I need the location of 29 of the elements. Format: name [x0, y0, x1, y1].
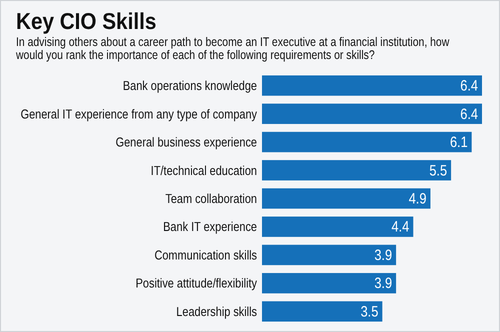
y-tick-label: IT/technical education: [150, 162, 257, 178]
y-tick-label: Communication skills: [154, 248, 257, 263]
data-label: 4.4: [392, 218, 410, 235]
data-label: 6.4: [460, 76, 478, 94]
data-label: 3.5: [360, 302, 379, 320]
bar: [262, 75, 482, 96]
bar: [262, 244, 396, 266]
y-tick-label: Positive attitude/flexibility: [136, 276, 257, 291]
y-tick-label: Bank IT experience: [163, 219, 258, 234]
bar: [262, 160, 452, 180]
bar: [262, 188, 430, 209]
bar: [262, 273, 396, 294]
bar: [262, 216, 414, 237]
y-tick-label: Leadership skills: [176, 304, 257, 320]
chart-subtitle: In advising others about a career path to become an IT executive at a financial institution, how would you rank the importance of each of the following requirements or skills?: [15, 36, 450, 62]
chart-title: Key CIO Skills: [16, 8, 156, 34]
data-label: 4.9: [408, 189, 427, 207]
y-tick-label: Team collaboration: [165, 191, 257, 206]
data-label: 6.1: [450, 133, 468, 150]
data-label: 3.9: [374, 246, 392, 264]
bar: [262, 132, 472, 152]
data-label: 6.4: [460, 104, 478, 122]
data-label: 5.5: [429, 161, 448, 178]
y-tick-label: General business experience: [116, 134, 258, 150]
bar: [262, 104, 482, 124]
y-tick-label: General IT experience from any type of company: [20, 106, 257, 122]
data-label: 3.9: [374, 274, 392, 292]
y-tick-label: Bank operations knowledge: [122, 78, 258, 94]
bar: [262, 301, 382, 322]
